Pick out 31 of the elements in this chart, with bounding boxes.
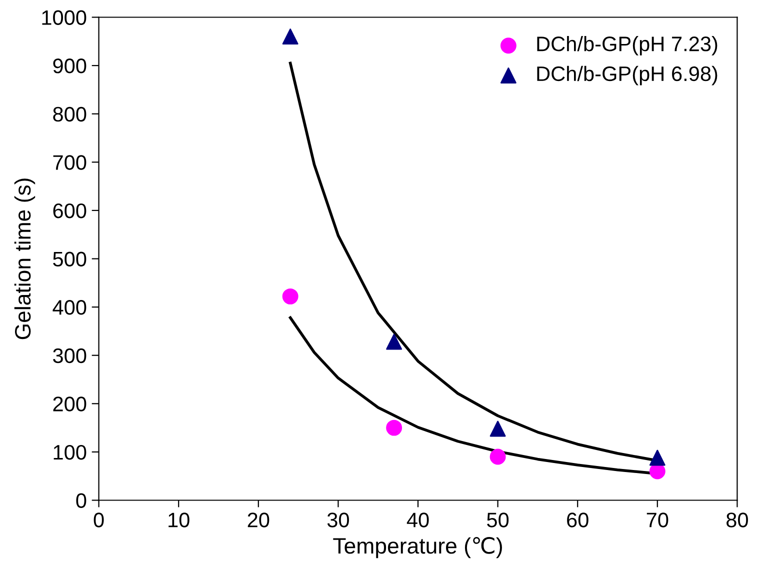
- y-tick-label: 200: [53, 396, 86, 412]
- x-tick-label: 10: [168, 512, 190, 528]
- x-tick-label: 30: [327, 512, 349, 528]
- y-tick-label: 800: [53, 106, 86, 122]
- y-tick-label: 1000: [42, 10, 86, 26]
- legend-label: DCh/b-GP(pH 7.23): [537, 36, 718, 56]
- point: [490, 448, 506, 465]
- x-tick-label: 80: [726, 512, 748, 528]
- x-tick-label: 70: [646, 512, 668, 528]
- y-tick-label: 0: [76, 493, 86, 508]
- y-tick-label: 100: [54, 444, 86, 460]
- x-tick-label: 60: [567, 512, 588, 528]
- x-tick-label: 40: [406, 512, 429, 528]
- point: [490, 420, 506, 437]
- y-tick-label: 900: [53, 58, 86, 74]
- x-tick-label: 0: [94, 512, 104, 528]
- y-tick-label: 600: [53, 203, 86, 218]
- y-tick-label: 500: [53, 252, 86, 267]
- y-tick-label: 400: [52, 300, 86, 315]
- x-axis-title: Temperature (℃): [333, 537, 502, 558]
- y-axis-title: Gelation time (s): [14, 178, 36, 340]
- point: [386, 420, 402, 436]
- point: [282, 28, 298, 45]
- point: [649, 450, 666, 466]
- point: [282, 288, 298, 304]
- y-tick-label: 300: [53, 348, 86, 364]
- x-tick-label: 50: [487, 512, 509, 528]
- x-tick-label: 20: [248, 512, 270, 528]
- point: [386, 334, 402, 350]
- legend-label: DCh/b-GP(pH 6.98): [537, 66, 718, 86]
- y-tick-label: 700: [53, 155, 86, 170]
